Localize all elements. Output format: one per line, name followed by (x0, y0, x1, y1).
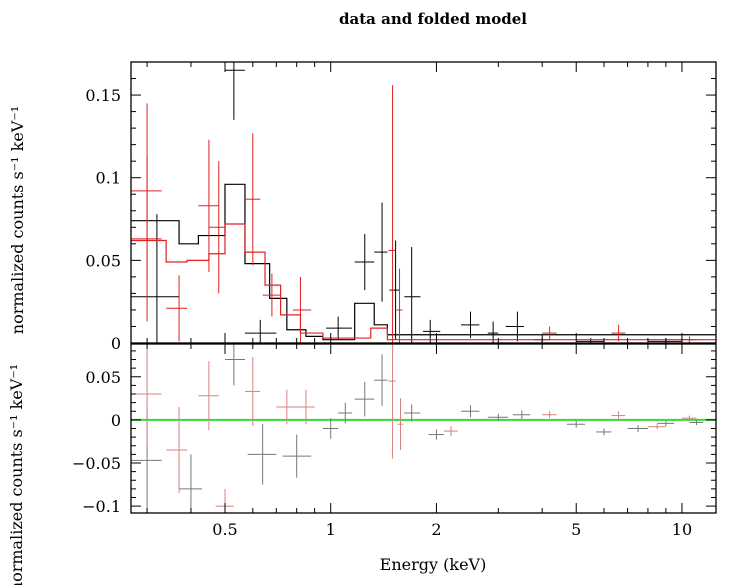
bottom-gray-point (461, 405, 480, 418)
bottom-y-tick-label: 0 (111, 411, 121, 430)
top-black-point (505, 311, 524, 342)
top-plot-frame: 0 0.05 0.1 0.15 (85, 61, 717, 353)
bottom-pink-point (131, 344, 162, 446)
bottom-gray-point (247, 424, 277, 485)
bottom-x-tick-label: 2 (431, 520, 441, 539)
top-black-point (576, 338, 605, 343)
bottom-pink-point (681, 415, 697, 421)
bottom-gray-point (428, 429, 444, 440)
top-frame-rect (130, 61, 717, 344)
top-red-point (396, 268, 403, 343)
bottom-series-gray (131, 344, 704, 513)
top-red-point (166, 275, 188, 342)
bottom-y-tick-label: −0.1 (82, 497, 121, 516)
bottom-x-tick-label: 10 (672, 520, 692, 539)
bottom-pink-point (443, 425, 458, 437)
bottom-pink-point (542, 411, 557, 419)
bottom-gray-point (657, 420, 675, 426)
top-black-point (404, 247, 421, 343)
bottom-gray-point (224, 344, 245, 386)
top-red-point (244, 133, 261, 266)
bottom-gray-point (596, 428, 612, 436)
bottom-gray-point (689, 419, 704, 426)
bottom-x-tick-label: 1 (326, 520, 336, 539)
top-red-point (388, 85, 396, 343)
top-y-axis-label: normalized counts s⁻¹ keV⁻¹ (8, 106, 27, 334)
top-black-point (224, 62, 245, 120)
bottom-gray-point (322, 418, 339, 439)
top-red-point (262, 273, 281, 317)
bottom-pink-point (244, 356, 261, 426)
chart-title: data and folded model (339, 10, 527, 28)
bottom-pink-point (388, 344, 396, 459)
top-black-point (461, 311, 480, 339)
bottom-y-tick-label: −0.05 (72, 454, 121, 473)
top-black-point (647, 338, 682, 343)
bottom-gray-point (374, 354, 388, 407)
top-black-point (374, 202, 388, 302)
top-red-point (131, 156, 162, 322)
bottom-pink-point (647, 424, 666, 430)
bottom-pink-point (276, 389, 297, 425)
top-series-red (131, 85, 697, 343)
bottom-pink-point (397, 398, 404, 451)
top-series-black (131, 62, 682, 343)
bottom-y-tick-label: 0.05 (85, 368, 121, 387)
top-black-point (389, 240, 400, 340)
bottom-gray-point (487, 413, 509, 421)
bottom-gray-point (404, 404, 421, 422)
top-black-point (244, 319, 277, 343)
x-axis-label: Energy (keV) (380, 555, 487, 574)
bottom-gray-point (566, 420, 586, 428)
top-red-model-line (131, 223, 716, 341)
bottom-gray-point (354, 381, 375, 417)
bottom-pink-point (166, 406, 188, 494)
top-black-point (354, 233, 375, 291)
top-y-tick-label: 0.05 (85, 251, 121, 270)
bottom-gray-point (282, 434, 312, 478)
top-black-model-line (131, 183, 716, 341)
top-y-tick-label: 0.1 (96, 169, 121, 188)
top-red-point (611, 324, 626, 342)
bottom-plot-frame: −0.1 −0.05 0 0.05 0.5 1 2 5 10 (72, 343, 717, 539)
bottom-x-tick-label: 0.5 (212, 520, 237, 539)
bottom-gray-point (338, 402, 353, 424)
bottom-x-tick-label: 5 (571, 520, 581, 539)
top-red-point (198, 139, 219, 272)
bottom-gray-point (512, 410, 531, 420)
top-red-point (542, 326, 557, 340)
bottom-gray-point (131, 408, 162, 513)
bottom-gray-point (179, 454, 202, 513)
bottom-pink-point (296, 389, 315, 425)
bottom-pink-point (198, 361, 219, 431)
bottom-panel (131, 344, 716, 513)
top-red-point (208, 161, 225, 294)
top-y-tick-label: 0 (111, 334, 121, 353)
top-panel (131, 62, 716, 343)
bottom-series-pink (131, 344, 697, 513)
top-black-point (326, 316, 353, 340)
bottom-y-axis-label: normalized counts s⁻¹ keV⁻¹ (7, 364, 26, 585)
bottom-gray-point (627, 425, 648, 432)
bottom-pink-point (611, 411, 626, 420)
top-y-tick-label: 0.15 (85, 86, 121, 105)
top-black-point (131, 214, 180, 343)
